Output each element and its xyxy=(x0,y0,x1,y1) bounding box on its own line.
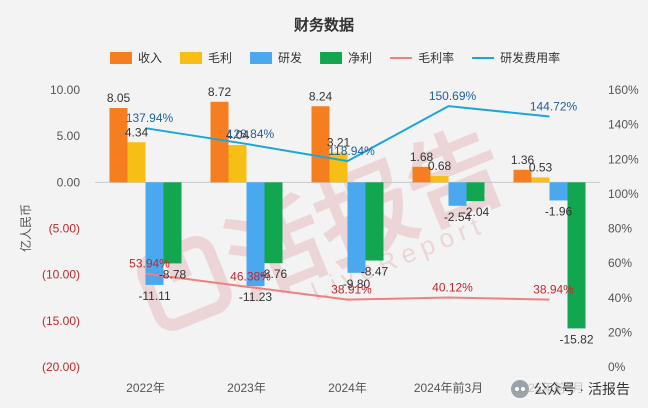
y2-tick-label: 100% xyxy=(608,187,639,201)
line-value-label: 137.94% xyxy=(126,111,174,125)
legend-label: 研发 xyxy=(278,50,302,65)
bar-value-label: 8.05 xyxy=(107,91,131,105)
bar-value-label: 4.04 xyxy=(226,128,250,142)
y-axis-right: 160% 140% 120% 100% 80% 60% 40% 20% 0% xyxy=(608,83,639,374)
bar xyxy=(412,166,431,183)
y-tick-label: 10.00 xyxy=(50,83,80,97)
x-tick-label: 2024年 xyxy=(328,381,367,395)
y2-tick-label: 140% xyxy=(608,118,639,132)
line-value-label: 128.84% xyxy=(227,127,275,141)
y-axis-left: 10.00 5.00 0.00 (5.00) (10.00) (15.00) (20.00) xyxy=(42,83,80,374)
bar xyxy=(127,142,146,183)
bar xyxy=(466,182,485,202)
x-tick-label: 2022年 xyxy=(126,381,165,395)
line-value-label: 38.91% xyxy=(331,283,372,297)
y2-tick-label: 0% xyxy=(608,360,626,374)
x-tick-label: 2024年前3月 xyxy=(414,380,483,395)
line-value-label: 118.94% xyxy=(328,144,375,158)
bar xyxy=(163,182,182,264)
bar xyxy=(109,108,128,183)
y-tick-label: (15.00) xyxy=(42,314,80,328)
legend-label: 净利 xyxy=(348,51,372,65)
bar xyxy=(365,182,384,261)
y2-tick-label: 60% xyxy=(608,256,632,270)
series-line xyxy=(145,272,550,301)
bar xyxy=(246,182,265,287)
bar xyxy=(264,182,283,264)
bar xyxy=(430,176,449,183)
line-value-label: 38.94% xyxy=(533,283,574,297)
bar-value-label: 0.68 xyxy=(428,159,452,173)
y2-tick-label: 40% xyxy=(608,291,632,305)
footer-account-text: 公众号 · 活报告 xyxy=(533,381,630,397)
lines xyxy=(145,105,550,301)
y-tick-label: 0.00 xyxy=(57,175,81,189)
bar-value-label: -11.11 xyxy=(138,289,171,303)
bar-value-label: 8.72 xyxy=(208,85,232,99)
bar-value-label: 1.68 xyxy=(410,150,434,164)
y-axis-title: 亿人民币 xyxy=(18,204,33,252)
bar xyxy=(228,145,247,183)
line-value-label: 150.69% xyxy=(429,89,477,103)
bar xyxy=(448,182,467,206)
bar xyxy=(567,182,586,329)
bar-value-label: -11.23 xyxy=(239,290,272,304)
bar-value-label: -2.54 xyxy=(444,210,472,224)
y2-tick-label: 160% xyxy=(608,83,639,97)
y2-tick-label: 20% xyxy=(608,325,632,339)
y-tick-label: (20.00) xyxy=(42,360,80,374)
wechat-icon xyxy=(510,380,529,398)
bar-value-label: 8.24 xyxy=(309,89,333,103)
series-line xyxy=(145,105,550,163)
footer-account: 公众号 · 活报告 xyxy=(506,378,634,400)
legend-label: 毛利率 xyxy=(418,50,454,65)
bar-value-label: -8.76 xyxy=(260,267,288,281)
line-value-label: 53.94% xyxy=(129,257,170,271)
bar-value-label: 1.36 xyxy=(511,153,535,167)
bar-value-label: 3.21 xyxy=(327,136,351,150)
bar xyxy=(347,182,366,273)
y-tick-label: (5.00) xyxy=(49,222,80,236)
chart-title: 财务数据 xyxy=(294,16,354,34)
y2-tick-label: 80% xyxy=(608,222,632,236)
bar-value-label: -8.47 xyxy=(361,265,389,279)
y-tick-label: (10.00) xyxy=(42,268,80,282)
bar-value-label: 4.34 xyxy=(125,125,149,139)
bar xyxy=(145,182,164,285)
bar xyxy=(311,106,330,183)
bar-value-label: 0.53 xyxy=(529,160,553,174)
legend-label: 收入 xyxy=(138,51,162,65)
bar xyxy=(549,182,568,201)
line-value-label: 40.12% xyxy=(432,281,473,295)
x-tick-label: 2023年 xyxy=(227,381,266,395)
y-tick-label: 5.00 xyxy=(57,129,81,143)
legend-swatch xyxy=(180,52,203,64)
legend-label: 研发费用率 xyxy=(500,50,560,65)
legend-swatch xyxy=(250,52,273,64)
legend-swatch xyxy=(110,52,132,64)
bar xyxy=(531,177,550,183)
bar xyxy=(210,101,229,183)
bar-value-label: -2.04 xyxy=(462,205,490,219)
chart-legend: 收入 毛利 研发 净利 毛利率 研发费用率 xyxy=(110,50,560,65)
bar-value-label: -1.96 xyxy=(545,204,573,218)
y2-tick-label: 120% xyxy=(608,152,639,166)
legend-swatch xyxy=(320,52,343,64)
bar-value-label: -9.80 xyxy=(343,277,371,291)
bar-value-label: -8.78 xyxy=(159,267,187,281)
data-labels: 8.05 8.72 8.24 1.68 1.36 4.34 4.04 3.21 0.68 0.53… xyxy=(107,85,594,347)
line-value-label: 46.38% xyxy=(230,270,271,284)
bar xyxy=(513,169,532,183)
line-value-label: 144.72% xyxy=(530,99,578,113)
legend-label: 毛利 xyxy=(208,51,232,65)
bar-value-label: -15.82 xyxy=(559,332,593,346)
